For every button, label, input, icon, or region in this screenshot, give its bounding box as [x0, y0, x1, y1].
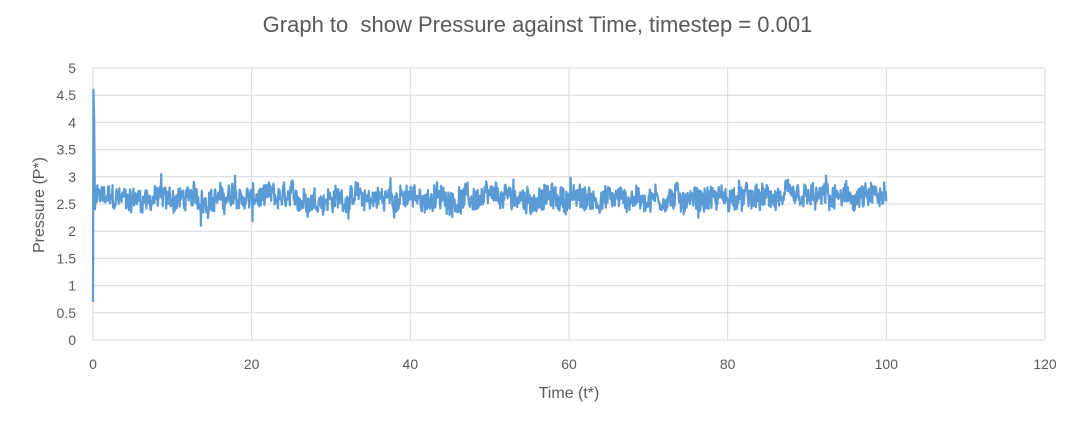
y-tick-label: 1 — [68, 278, 76, 294]
y-tick-label: 2 — [68, 223, 76, 239]
y-tick-label: 0.5 — [57, 305, 77, 321]
pressure-series-line — [91, 88, 888, 302]
y-tick-label: 0 — [68, 332, 76, 348]
x-tick-label: 120 — [1033, 356, 1057, 372]
x-tick-label: 80 — [720, 356, 736, 372]
y-tick-label: 3 — [68, 169, 76, 185]
y-tick-label: 1.5 — [57, 250, 77, 266]
chart-title: Graph to show Pressure against Time, tim… — [262, 12, 813, 37]
x-tick-label: 40 — [403, 356, 419, 372]
x-tick-label: 100 — [875, 356, 899, 372]
x-tick-labels: 0 20 40 60 80 100 120 — [89, 356, 1057, 372]
y-tick-label: 5 — [68, 60, 76, 76]
y-tick-label: 3.5 — [57, 142, 77, 158]
y-tick-label: 2.5 — [57, 196, 77, 212]
x-tick-label: 20 — [244, 356, 260, 372]
y-tick-label: 4 — [68, 114, 76, 130]
x-tick-label: 60 — [561, 356, 577, 372]
x-axis-label: Time (t*) — [539, 385, 600, 402]
y-axis-label: Pressure (P*) — [31, 157, 48, 253]
y-tick-labels: 0 0.5 1 1.5 2 2.5 3 3.5 4 4.5 5 — [57, 60, 77, 348]
y-tick-label: 4.5 — [57, 87, 77, 103]
x-tick-label: 0 — [89, 356, 97, 372]
